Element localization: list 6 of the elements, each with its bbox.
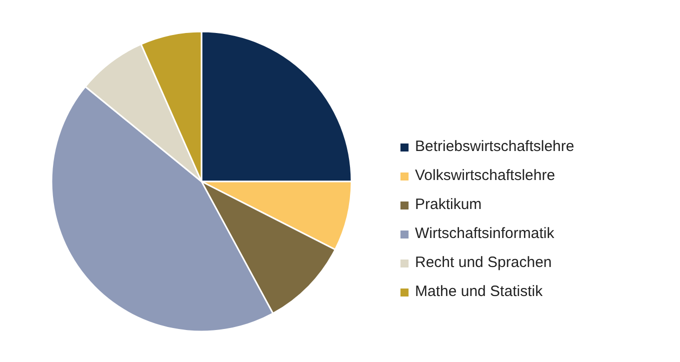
legend-label: Betriebswirtschaftslehre (415, 138, 574, 155)
legend-label: Recht und Sprachen (415, 254, 552, 271)
legend-label: Mathe und Statistik (415, 283, 543, 300)
legend-label: Praktikum (415, 196, 482, 213)
legend-label: Wirtschaftsinformatik (415, 225, 554, 242)
legend-label: Volkswirtschaftslehre (415, 167, 556, 184)
